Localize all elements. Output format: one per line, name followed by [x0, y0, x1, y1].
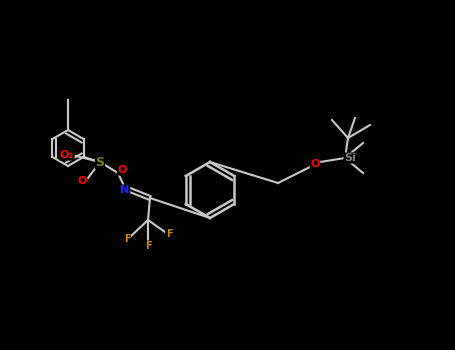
- Text: F: F: [145, 241, 152, 251]
- Text: N: N: [121, 185, 130, 195]
- Text: O: O: [117, 165, 126, 175]
- Text: O₂: O₂: [60, 150, 74, 160]
- Text: F: F: [124, 234, 130, 244]
- Text: Si: Si: [344, 153, 356, 163]
- Text: F: F: [166, 229, 172, 239]
- Text: O: O: [310, 159, 320, 169]
- Text: S: S: [96, 155, 105, 168]
- Text: O: O: [77, 176, 87, 186]
